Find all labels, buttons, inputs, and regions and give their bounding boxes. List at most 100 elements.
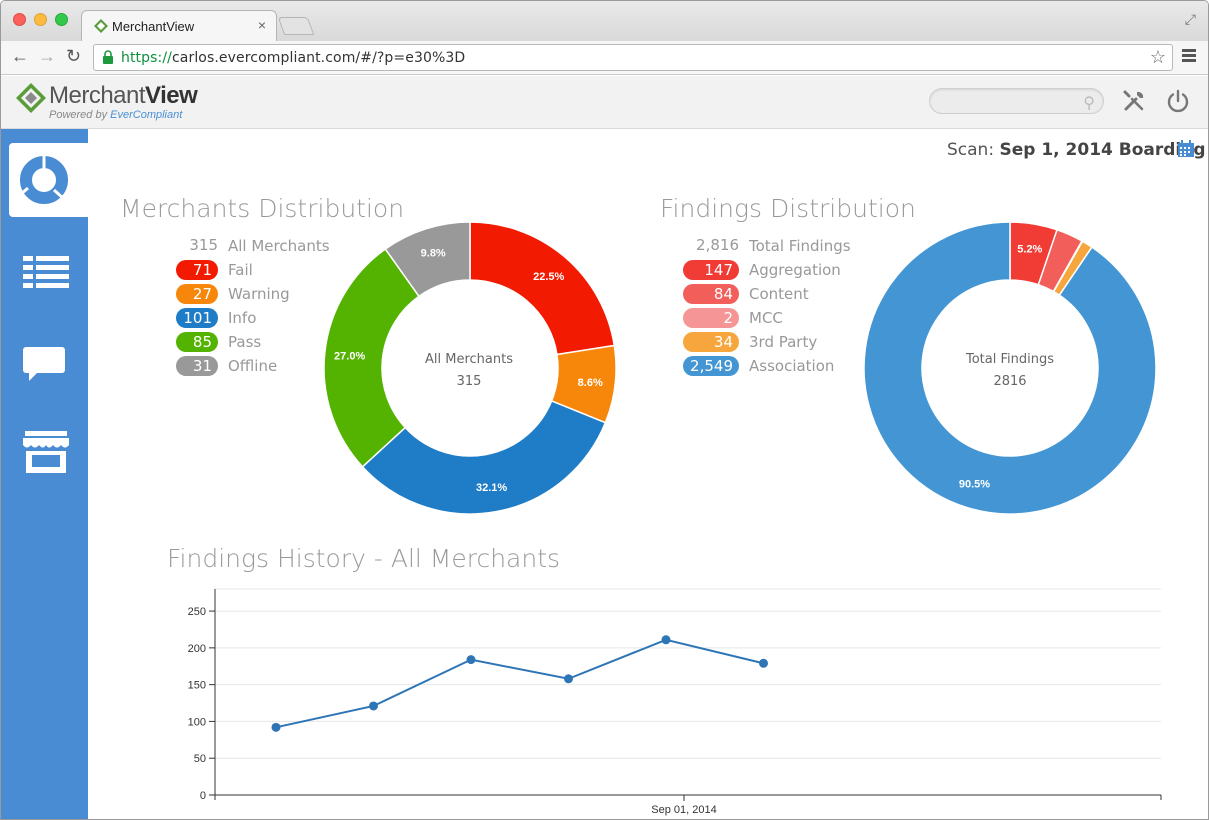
merchants-donut-chart[interactable]: 22.5% 8.6% 32.1% 27.0% 9.8%: [323, 221, 617, 515]
donut-slice-label: 32.1%: [476, 482, 507, 494]
data-point[interactable]: [759, 658, 768, 668]
scan-label: Scan: Sep 1, 2014 Boarding: [947, 140, 1206, 160]
legend-label: 3rd Party: [749, 333, 818, 351]
donut-chart-icon: [20, 156, 68, 204]
bookmark-star-icon[interactable]: ☆: [1149, 47, 1166, 67]
browser-tab[interactable]: MerchantView ×: [81, 10, 277, 41]
url-text: https://carlos.evercompliant.com/#/?p=e3…: [121, 50, 466, 66]
y-tick-label: 100: [188, 716, 206, 728]
legend-label: Aggregation: [749, 261, 841, 279]
findings-center-value: 2816: [993, 374, 1027, 389]
donut-slice-fail[interactable]: [469, 221, 616, 356]
legend-count-badge: 2: [683, 308, 739, 328]
back-arrow-icon[interactable]: ←: [11, 46, 29, 66]
sidebar-item-list[interactable]: [9, 235, 88, 309]
forward-arrow-icon[interactable]: →: [38, 46, 56, 66]
legend-total-label: All Merchants: [228, 237, 330, 255]
donut-slice-pass[interactable]: [323, 247, 421, 468]
data-point[interactable]: [661, 635, 671, 645]
legend-count-badge: 85: [176, 332, 218, 352]
legend-total-value: 315: [189, 236, 218, 254]
chat-icon: [23, 347, 65, 381]
scan-value: Sep 1, 2014 Boarding: [999, 140, 1206, 160]
address-bar[interactable]: https://carlos.evercompliant.com/#/?p=e3…: [93, 44, 1173, 71]
y-tick-label: 0: [200, 790, 206, 802]
legend-count-badge: 71: [176, 260, 218, 280]
findings-line: [275, 638, 764, 729]
sidebar-item-stores[interactable]: [9, 413, 88, 487]
legend-label: MCC: [749, 309, 783, 327]
tab-title: MerchantView: [112, 19, 195, 34]
data-point[interactable]: [564, 674, 573, 684]
minimize-window-button[interactable]: [34, 13, 47, 26]
legend-total-value: 2,816: [696, 236, 739, 254]
merchants-donut-center: All Merchants 315: [408, 349, 530, 393]
app-header: MerchantView Powered by EverCompliant ⚲: [1, 76, 1208, 129]
power-icon[interactable]: [1166, 89, 1190, 113]
legend-label: Fail: [228, 261, 253, 279]
legend-label: Offline: [228, 357, 278, 375]
new-tab-button[interactable]: [277, 17, 315, 35]
merchantview-logo-icon: [16, 83, 46, 113]
donut-slice-label: 5.2%: [1017, 244, 1042, 256]
browser-toolbar: ← → ↻ https://carlos.evercompliant.com/#…: [1, 41, 1208, 75]
findings-history-chart[interactable]: 0 50 100 150 200 250 Sep 01, 2014: [161, 581, 1171, 816]
browser-menu-icon[interactable]: [1182, 49, 1196, 63]
lock-icon: [103, 50, 113, 64]
legend-count-badge: 31: [176, 356, 218, 376]
data-point[interactable]: [466, 655, 476, 665]
donut-slice-association[interactable]: [863, 221, 1157, 515]
legend-label: Info: [228, 309, 257, 327]
donut-slice-offline[interactable]: [384, 221, 471, 298]
sidebar-item-dashboard[interactable]: [9, 143, 88, 217]
donut-slice-label: 9.8%: [421, 248, 446, 260]
donut-slice-label: 90.5%: [959, 479, 990, 491]
legend-label: Content: [749, 285, 809, 303]
legend-count-badge: 84: [683, 284, 739, 304]
y-tick-label: 250: [188, 606, 206, 618]
legend-label: Association: [749, 357, 835, 375]
legend-label: Warning: [228, 285, 290, 303]
search-icon[interactable]: ⚲: [1083, 95, 1095, 112]
close-window-button[interactable]: [13, 13, 26, 26]
findings-donut-chart[interactable]: 5.2% 90.5%: [863, 221, 1157, 515]
data-point[interactable]: [271, 722, 281, 732]
findings-donut-center: Total Findings 2816: [949, 349, 1071, 393]
legend-count-badge: 2,549: [683, 356, 739, 376]
findings-center-label: Total Findings: [965, 352, 1054, 367]
legend-count-badge: 101: [176, 308, 218, 328]
tab-close-icon[interactable]: ×: [257, 17, 266, 33]
sidebar-item-messages[interactable]: [9, 325, 88, 399]
donut-slice-label: 27.0%: [334, 350, 365, 362]
reload-icon[interactable]: ↻: [66, 46, 82, 66]
list-icon: [23, 256, 69, 288]
powered-by: Powered by EverCompliant: [49, 109, 183, 121]
calendar-icon[interactable]: [1177, 140, 1195, 158]
store-icon: [23, 431, 69, 473]
legend-count-badge: 34: [683, 332, 739, 352]
app-logo[interactable]: MerchantView: [49, 82, 198, 109]
tools-icon[interactable]: [1122, 89, 1146, 113]
donut-slice-label: 22.5%: [533, 271, 564, 283]
sidebar: [1, 129, 88, 819]
merchants-center-label: All Merchants: [425, 352, 513, 367]
fullscreen-icon[interactable]: ⤢: [1184, 11, 1196, 27]
donut-slice-label: 8.6%: [578, 377, 603, 389]
findings-distribution-title: Findings Distribution: [660, 194, 916, 223]
merchantview-favicon-icon: [94, 19, 108, 33]
y-tick-label: 50: [194, 753, 206, 765]
findings-history-title: Findings History - All Merchants: [167, 544, 561, 573]
y-tick-label: 200: [188, 643, 206, 655]
search-input[interactable]: ⚲: [929, 88, 1104, 114]
merchants-center-value: 315: [456, 374, 482, 389]
donut-slice-info[interactable]: [361, 399, 607, 515]
zoom-window-button[interactable]: [55, 13, 68, 26]
merchants-distribution-title: Merchants Distribution: [120, 194, 405, 223]
browser-tabstrip: MerchantView × ⤢: [1, 1, 1208, 41]
y-tick-label: 150: [188, 680, 206, 692]
data-point[interactable]: [369, 701, 378, 711]
legend-count-badge: 147: [683, 260, 739, 280]
legend-total-label: Total Findings: [749, 237, 851, 255]
legend-label: Pass: [228, 333, 262, 351]
